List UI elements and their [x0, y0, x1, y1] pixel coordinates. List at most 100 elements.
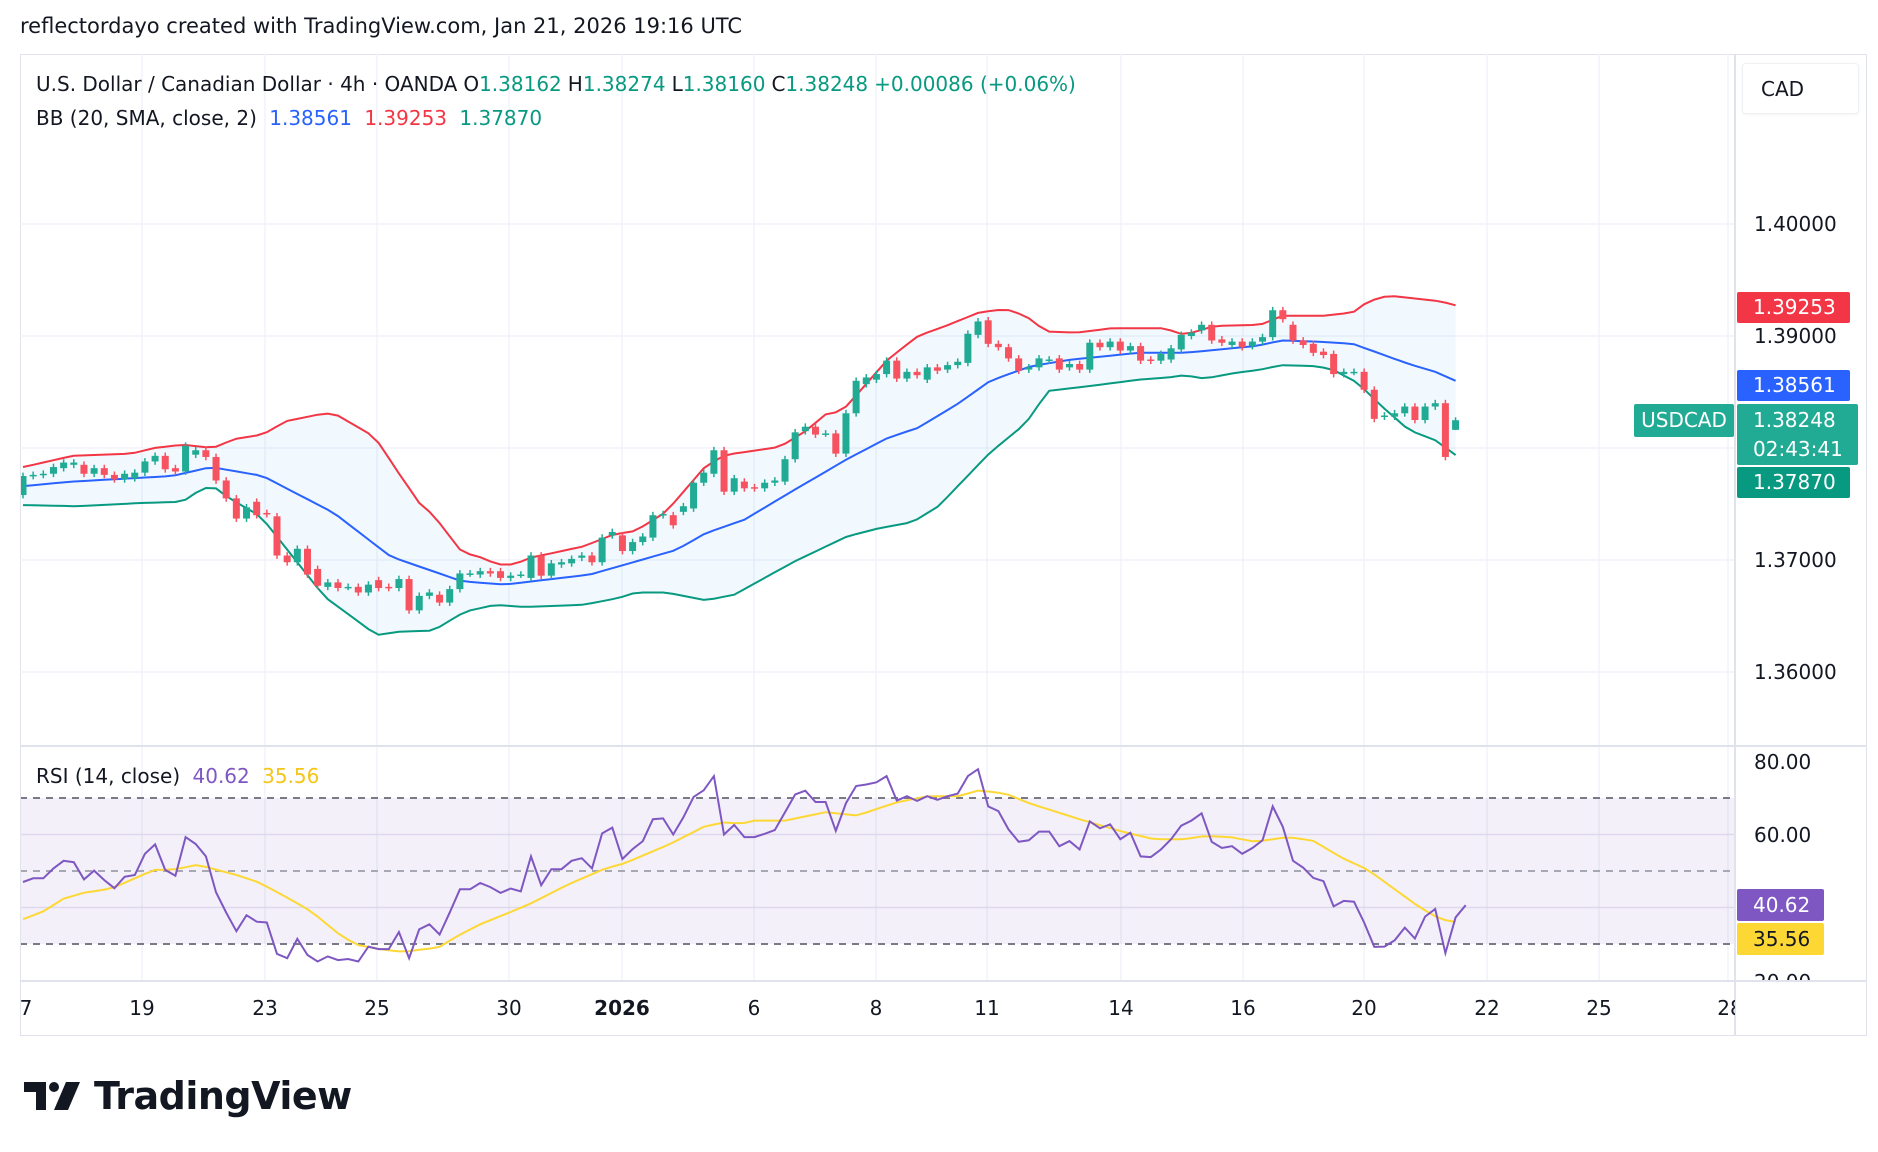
- candle-body: [903, 371, 911, 379]
- candle: [974, 318, 982, 339]
- candle-body: [49, 467, 57, 474]
- candle: [761, 479, 769, 492]
- currency-button[interactable]: CAD: [1742, 63, 1859, 114]
- rsi-tag: 40.62: [1737, 889, 1824, 921]
- bb-lower-line: [22, 364, 1457, 636]
- last-price: 1.38248: [1753, 408, 1836, 432]
- candle-body: [944, 365, 952, 370]
- candle-body: [21, 476, 27, 496]
- time-label: 25: [1586, 996, 1612, 1020]
- candle-body: [29, 474, 37, 477]
- candle-body: [639, 536, 647, 543]
- candle-body: [39, 473, 47, 476]
- candle: [923, 364, 931, 384]
- candle-body: [588, 555, 596, 563]
- tradingview-logo[interactable]: TradingView: [24, 1074, 352, 1118]
- candle-body: [1391, 413, 1399, 417]
- candle-body: [314, 568, 322, 586]
- price-pane: [21, 295, 1460, 636]
- last-price-tag: 1.38248 02:43:41: [1737, 404, 1858, 465]
- candle-body: [344, 586, 352, 589]
- bb-basis-value: 1.38561: [269, 106, 352, 130]
- candle: [1340, 368, 1348, 378]
- candle: [984, 316, 992, 348]
- close-label: C: [771, 72, 786, 96]
- symbol-title: U.S. Dollar / Canadian Dollar · 4h · OAN…: [36, 72, 458, 96]
- candle: [436, 591, 444, 606]
- time-axis[interactable]: 7 19 23 25 30 2026 6 8 11 14 16 20 22 25…: [20, 982, 1735, 1035]
- candle: [872, 370, 880, 384]
- candle-body: [832, 433, 840, 454]
- candle-body: [1431, 403, 1439, 407]
- candle: [730, 474, 738, 496]
- candle: [395, 575, 403, 592]
- time-label-year: 2026: [594, 996, 650, 1020]
- candle-body: [141, 461, 149, 473]
- candle: [476, 567, 484, 578]
- candle: [852, 377, 860, 417]
- candle: [1198, 321, 1206, 334]
- candle: [1035, 355, 1043, 371]
- candle-body: [324, 582, 332, 587]
- candle-body: [354, 586, 362, 593]
- bb-legend[interactable]: BB (20, SMA, close, 2) 1.38561 1.39253 1…: [36, 106, 548, 130]
- chart-frame: [20, 54, 1867, 1036]
- bb-upper-line: [22, 295, 1456, 566]
- symbol-legend[interactable]: U.S. Dollar / Canadian Dollar · 4h · OAN…: [36, 72, 1082, 96]
- candle-body: [1289, 324, 1297, 341]
- candle: [182, 442, 190, 475]
- candle-body: [984, 320, 992, 344]
- low-value: 1.38160: [682, 72, 766, 96]
- candle: [1126, 342, 1134, 354]
- candle: [1289, 321, 1297, 344]
- candle: [1411, 403, 1419, 424]
- candle: [1421, 403, 1429, 424]
- candle: [415, 592, 423, 614]
- rsi-legend[interactable]: RSI (14, close) 40.62 35.56: [36, 764, 325, 788]
- time-label: 22: [1474, 996, 1500, 1020]
- candle-body: [243, 507, 251, 519]
- bb-lower-value: 1.37870: [459, 106, 543, 130]
- candle: [507, 572, 515, 582]
- candle-body: [212, 456, 220, 481]
- candle-body: [578, 555, 586, 558]
- candle-body: [1076, 364, 1084, 370]
- candle-body: [436, 594, 444, 603]
- high-value: 1.38274: [582, 72, 666, 96]
- candle-body: [679, 506, 687, 512]
- candle: [385, 583, 393, 592]
- candle: [405, 575, 413, 614]
- bb-upper-tag: 1.39253: [1737, 292, 1850, 323]
- candle-body: [1126, 346, 1134, 351]
- candle-body: [659, 514, 667, 516]
- candle-body: [1025, 367, 1033, 370]
- candle: [141, 458, 149, 476]
- rsi-ma-tag: 35.56: [1737, 923, 1824, 955]
- candle-body: [131, 472, 139, 479]
- candle: [375, 576, 383, 592]
- bb-upper-value: 1.39253: [364, 106, 448, 130]
- candle: [1157, 350, 1165, 364]
- candle: [283, 552, 291, 566]
- candle: [1218, 336, 1226, 347]
- candle: [1330, 350, 1338, 378]
- candle-body: [913, 371, 921, 376]
- candle: [588, 552, 596, 566]
- candle-body: [527, 555, 535, 578]
- candle: [1137, 342, 1145, 364]
- candle-body: [923, 367, 931, 380]
- candle: [273, 512, 281, 559]
- time-label: 7: [20, 996, 33, 1020]
- brand-name: TradingView: [94, 1074, 352, 1118]
- candle: [1147, 356, 1155, 364]
- candle: [1431, 399, 1439, 410]
- candle: [314, 565, 322, 590]
- candle-body: [121, 473, 129, 480]
- candle: [954, 358, 962, 369]
- candle: [466, 570, 474, 577]
- candle-body: [537, 555, 545, 576]
- candle-body: [872, 374, 880, 380]
- candle: [253, 498, 261, 519]
- price-tick: 1.40000: [1754, 212, 1837, 236]
